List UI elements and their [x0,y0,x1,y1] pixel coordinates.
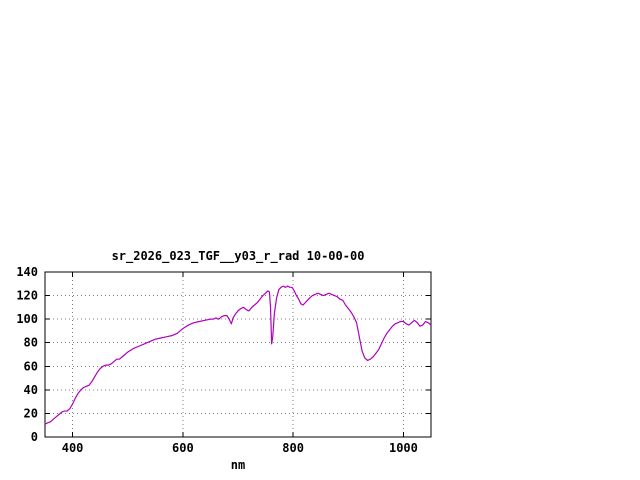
y-tick-labels: 0 20 40 60 80 100 120 140 [16,265,38,444]
svg-text:1000: 1000 [389,441,418,455]
svg-text:400: 400 [62,441,84,455]
svg-text:120: 120 [16,289,38,303]
svg-text:100: 100 [16,312,38,326]
plot-border [44,271,432,438]
svg-text:800: 800 [282,441,304,455]
data-series-line [44,285,432,425]
svg-text:20: 20 [24,406,38,420]
svg-text:80: 80 [24,336,38,350]
svg-text:0: 0 [31,430,38,444]
svg-text:40: 40 [24,383,38,397]
chart-title: sr_2026_023_TGF__y03_r_rad 10-00-00 [111,249,365,263]
svg-text:60: 60 [24,359,38,373]
x-axis-label: nm [230,458,246,472]
grid-lines [45,272,431,437]
svg-text:140: 140 [16,265,38,279]
x-tick-labels: 400 600 800 1000 [62,441,418,455]
tick-marks [45,271,431,438]
svg-text:600: 600 [172,441,194,455]
